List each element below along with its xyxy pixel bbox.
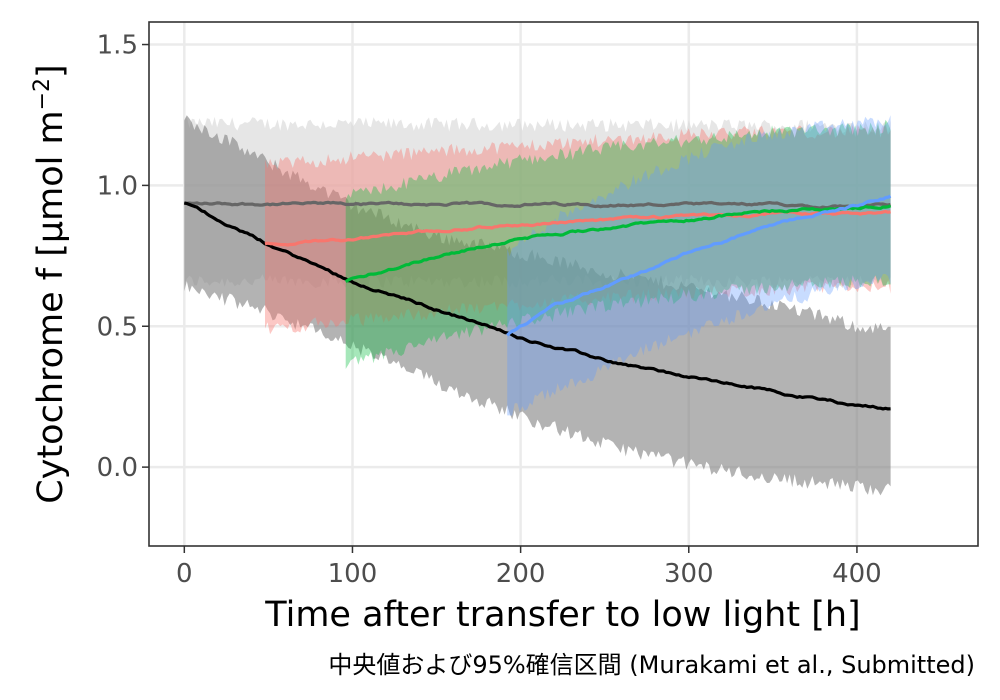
y-axis-label: Cytochrome f [μmol m−2] bbox=[30, 64, 71, 503]
y-tick-label: 0.0 bbox=[97, 453, 138, 483]
y-axis-ticks: 0.0 0.5 1.0 1.5 bbox=[97, 31, 149, 483]
x-tick-label: 400 bbox=[832, 559, 882, 589]
x-tick-label: 100 bbox=[328, 559, 378, 589]
x-tick-label: 0 bbox=[176, 559, 193, 589]
y-axis-label-close: ] bbox=[31, 64, 71, 78]
median-lines bbox=[183, 194, 892, 411]
y-tick-label: 0.5 bbox=[97, 312, 138, 342]
y-tick-label: 1.0 bbox=[97, 171, 138, 201]
median-line-control bbox=[184, 200, 892, 210]
x-axis-ticks: 0 100 200 300 400 bbox=[176, 546, 882, 589]
median-line-transfer-96h bbox=[344, 204, 892, 284]
y-tick-label: 1.5 bbox=[97, 31, 138, 61]
band-transfer-192h bbox=[507, 115, 891, 416]
plot-border bbox=[148, 21, 979, 547]
x-tick-label: 300 bbox=[664, 559, 714, 589]
y-axis-label-main: Cytochrome f [μmol m bbox=[31, 110, 71, 503]
median-line-transfer-192h bbox=[506, 194, 892, 337]
x-tick-label: 200 bbox=[496, 559, 546, 589]
band-high-to-low-0h bbox=[184, 115, 891, 496]
y-axis-label-superscript: −2 bbox=[30, 78, 55, 110]
band-transfer-96h bbox=[345, 119, 891, 369]
median-line-high-to-low-0h bbox=[183, 201, 891, 411]
caption: 中央値および95%確信区間 (Murakami et al., Submitte… bbox=[328, 651, 975, 679]
x-axis-label: Time after transfer to low light [h] bbox=[264, 595, 860, 635]
